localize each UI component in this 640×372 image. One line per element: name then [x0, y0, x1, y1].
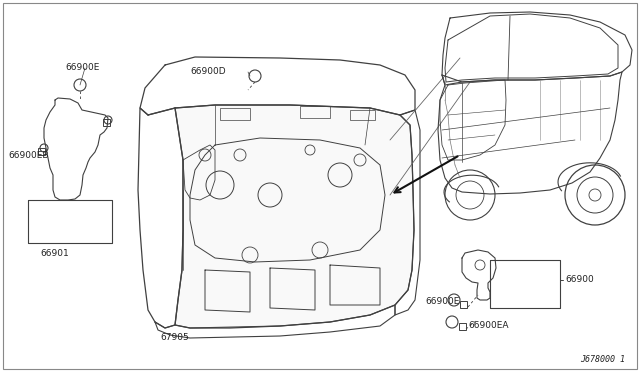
Text: 67905: 67905	[160, 334, 189, 343]
Text: 66900D: 66900D	[190, 67, 226, 77]
Text: 66900EB: 66900EB	[8, 151, 49, 160]
Bar	[300, 106, 330, 118]
Bar	[103, 119, 110, 126]
Bar	[459, 323, 466, 330]
Text: 66900E: 66900E	[425, 298, 460, 307]
Bar	[460, 301, 467, 308]
Text: 66901: 66901	[40, 248, 69, 257]
Text: J678000 1: J678000 1	[580, 355, 625, 364]
Text: 66900EA: 66900EA	[468, 321, 509, 330]
Bar	[220, 108, 250, 120]
Bar	[38, 148, 45, 155]
Text: 66900: 66900	[565, 276, 594, 285]
Polygon shape	[175, 105, 414, 328]
Bar	[350, 110, 375, 120]
Text: 66900E: 66900E	[65, 64, 99, 73]
